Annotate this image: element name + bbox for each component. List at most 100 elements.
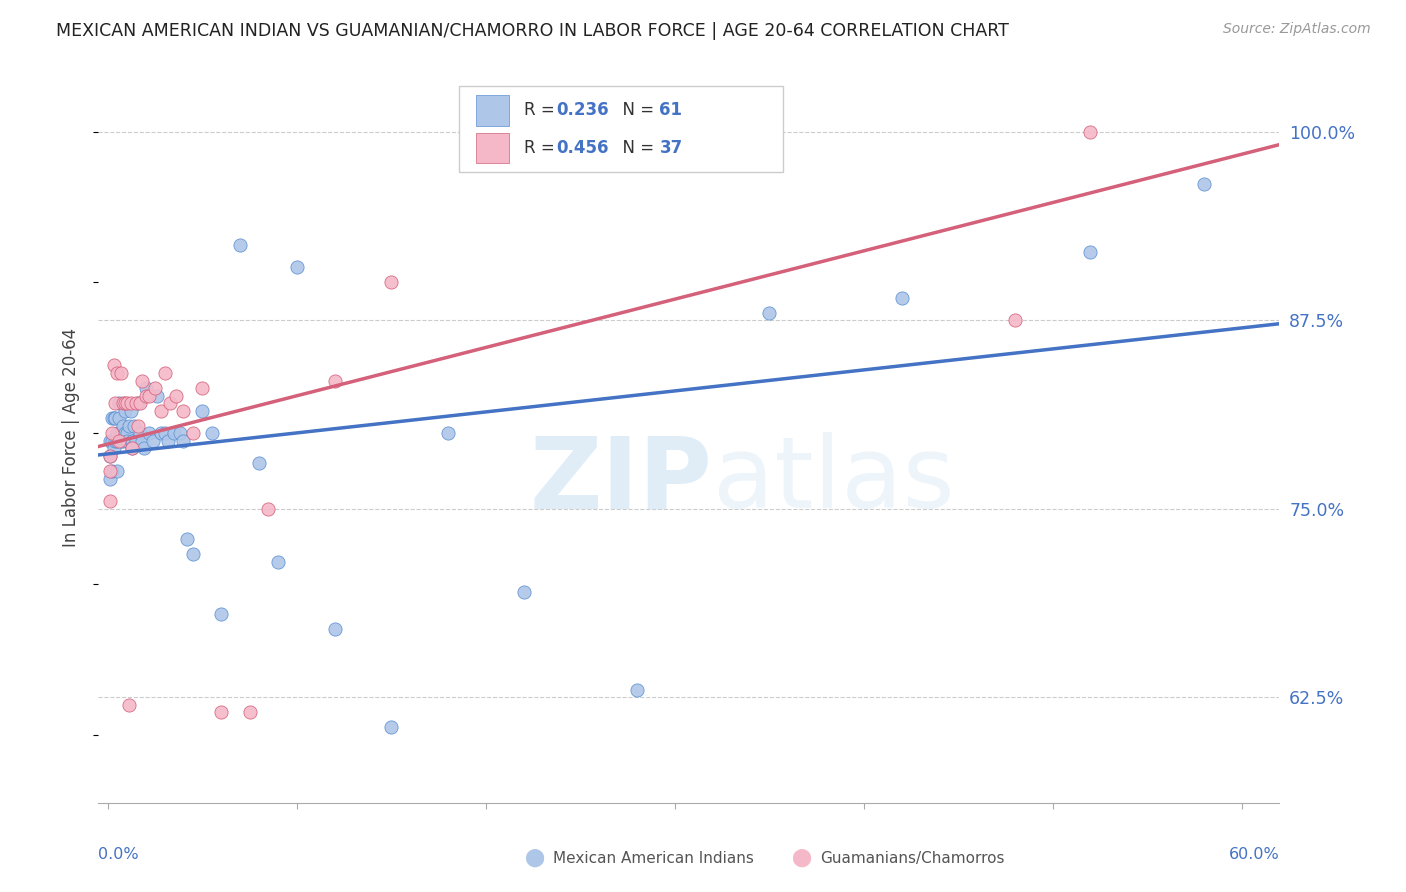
Point [239,706,262,720]
Text: R =: R = [523,101,560,120]
Point [120,396,142,410]
Point [138,426,160,441]
Point [111,418,134,433]
Point [380,720,402,734]
Point [108,434,131,448]
FancyBboxPatch shape [458,86,783,172]
Point [111,434,134,448]
Point [110,366,132,380]
Text: 60.0%: 60.0% [1229,847,1279,862]
Point [149,426,172,441]
Point [103,359,125,373]
Point [131,434,153,448]
Point [104,434,127,448]
Point [129,426,152,441]
Point [104,396,127,410]
Text: ⬤: ⬤ [524,849,544,867]
Point [118,418,141,433]
Point [890,291,912,305]
Point [135,381,157,395]
Point [98,494,121,508]
Point [98,449,121,463]
Text: R =: R = [523,139,560,157]
Point [172,434,194,448]
Text: 0.236: 0.236 [557,101,609,120]
Point [125,396,148,410]
FancyBboxPatch shape [477,133,509,163]
Point [153,366,176,380]
Point [758,306,780,320]
Point [323,374,346,388]
Point [114,396,136,410]
Text: N =: N = [612,139,659,157]
Point [100,426,122,441]
Point [191,403,214,417]
Point [110,426,132,441]
Point [115,426,138,441]
Point [191,381,214,395]
Point [209,607,232,622]
Text: ZIP: ZIP [530,433,713,530]
Point [120,403,142,417]
Point [201,426,224,441]
Text: MEXICAN AMERICAN INDIAN VS GUAMANIAN/CHAMORRO IN LABOR FORCE | AGE 20-64 CORRELA: MEXICAN AMERICAN INDIAN VS GUAMANIAN/CHA… [56,22,1010,40]
Point [143,381,166,395]
Point [323,623,346,637]
Text: ⬤: ⬤ [792,849,811,867]
Point [169,426,191,441]
Text: 0.456: 0.456 [557,139,609,157]
Point [121,434,143,448]
Point [257,501,280,516]
Text: N =: N = [612,101,659,120]
Point [108,396,131,410]
Point [121,442,143,456]
Point [100,434,122,448]
Point [146,389,169,403]
Point [100,464,122,478]
Point [98,464,121,478]
Point [103,442,125,456]
Point [512,584,534,599]
Point [247,457,270,471]
Point [132,442,155,456]
Point [124,418,146,433]
Point [159,396,181,410]
Text: 0.0%: 0.0% [98,847,139,862]
Text: Guamanians/Chamorros: Guamanians/Chamorros [820,851,1004,865]
Point [105,464,128,478]
Point [115,434,138,448]
Point [163,426,186,441]
Point [108,411,131,425]
Point [100,411,122,425]
Point [267,554,290,568]
Point [437,426,460,441]
Point [104,411,127,425]
Text: 61: 61 [659,101,682,120]
Point [131,374,153,388]
Point [1080,245,1102,260]
Point [181,547,204,561]
Point [105,426,128,441]
Point [98,434,121,448]
Point [103,411,125,425]
Point [512,125,534,139]
Point [380,276,402,290]
Point [114,403,136,417]
Point [111,396,134,410]
Point [209,706,232,720]
Point [115,396,138,410]
Point [142,434,165,448]
Y-axis label: In Labor Force | Age 20-64: In Labor Force | Age 20-64 [62,327,80,547]
Point [98,449,121,463]
Point [135,389,157,403]
Point [121,442,143,456]
Text: Mexican American Indians: Mexican American Indians [553,851,754,865]
Point [153,426,176,441]
Point [1080,125,1102,139]
Point [127,418,149,433]
Point [118,698,141,712]
Point [165,389,187,403]
Text: Source: ZipAtlas.com: Source: ZipAtlas.com [1223,22,1371,37]
Point [229,237,252,252]
Point [285,260,308,275]
